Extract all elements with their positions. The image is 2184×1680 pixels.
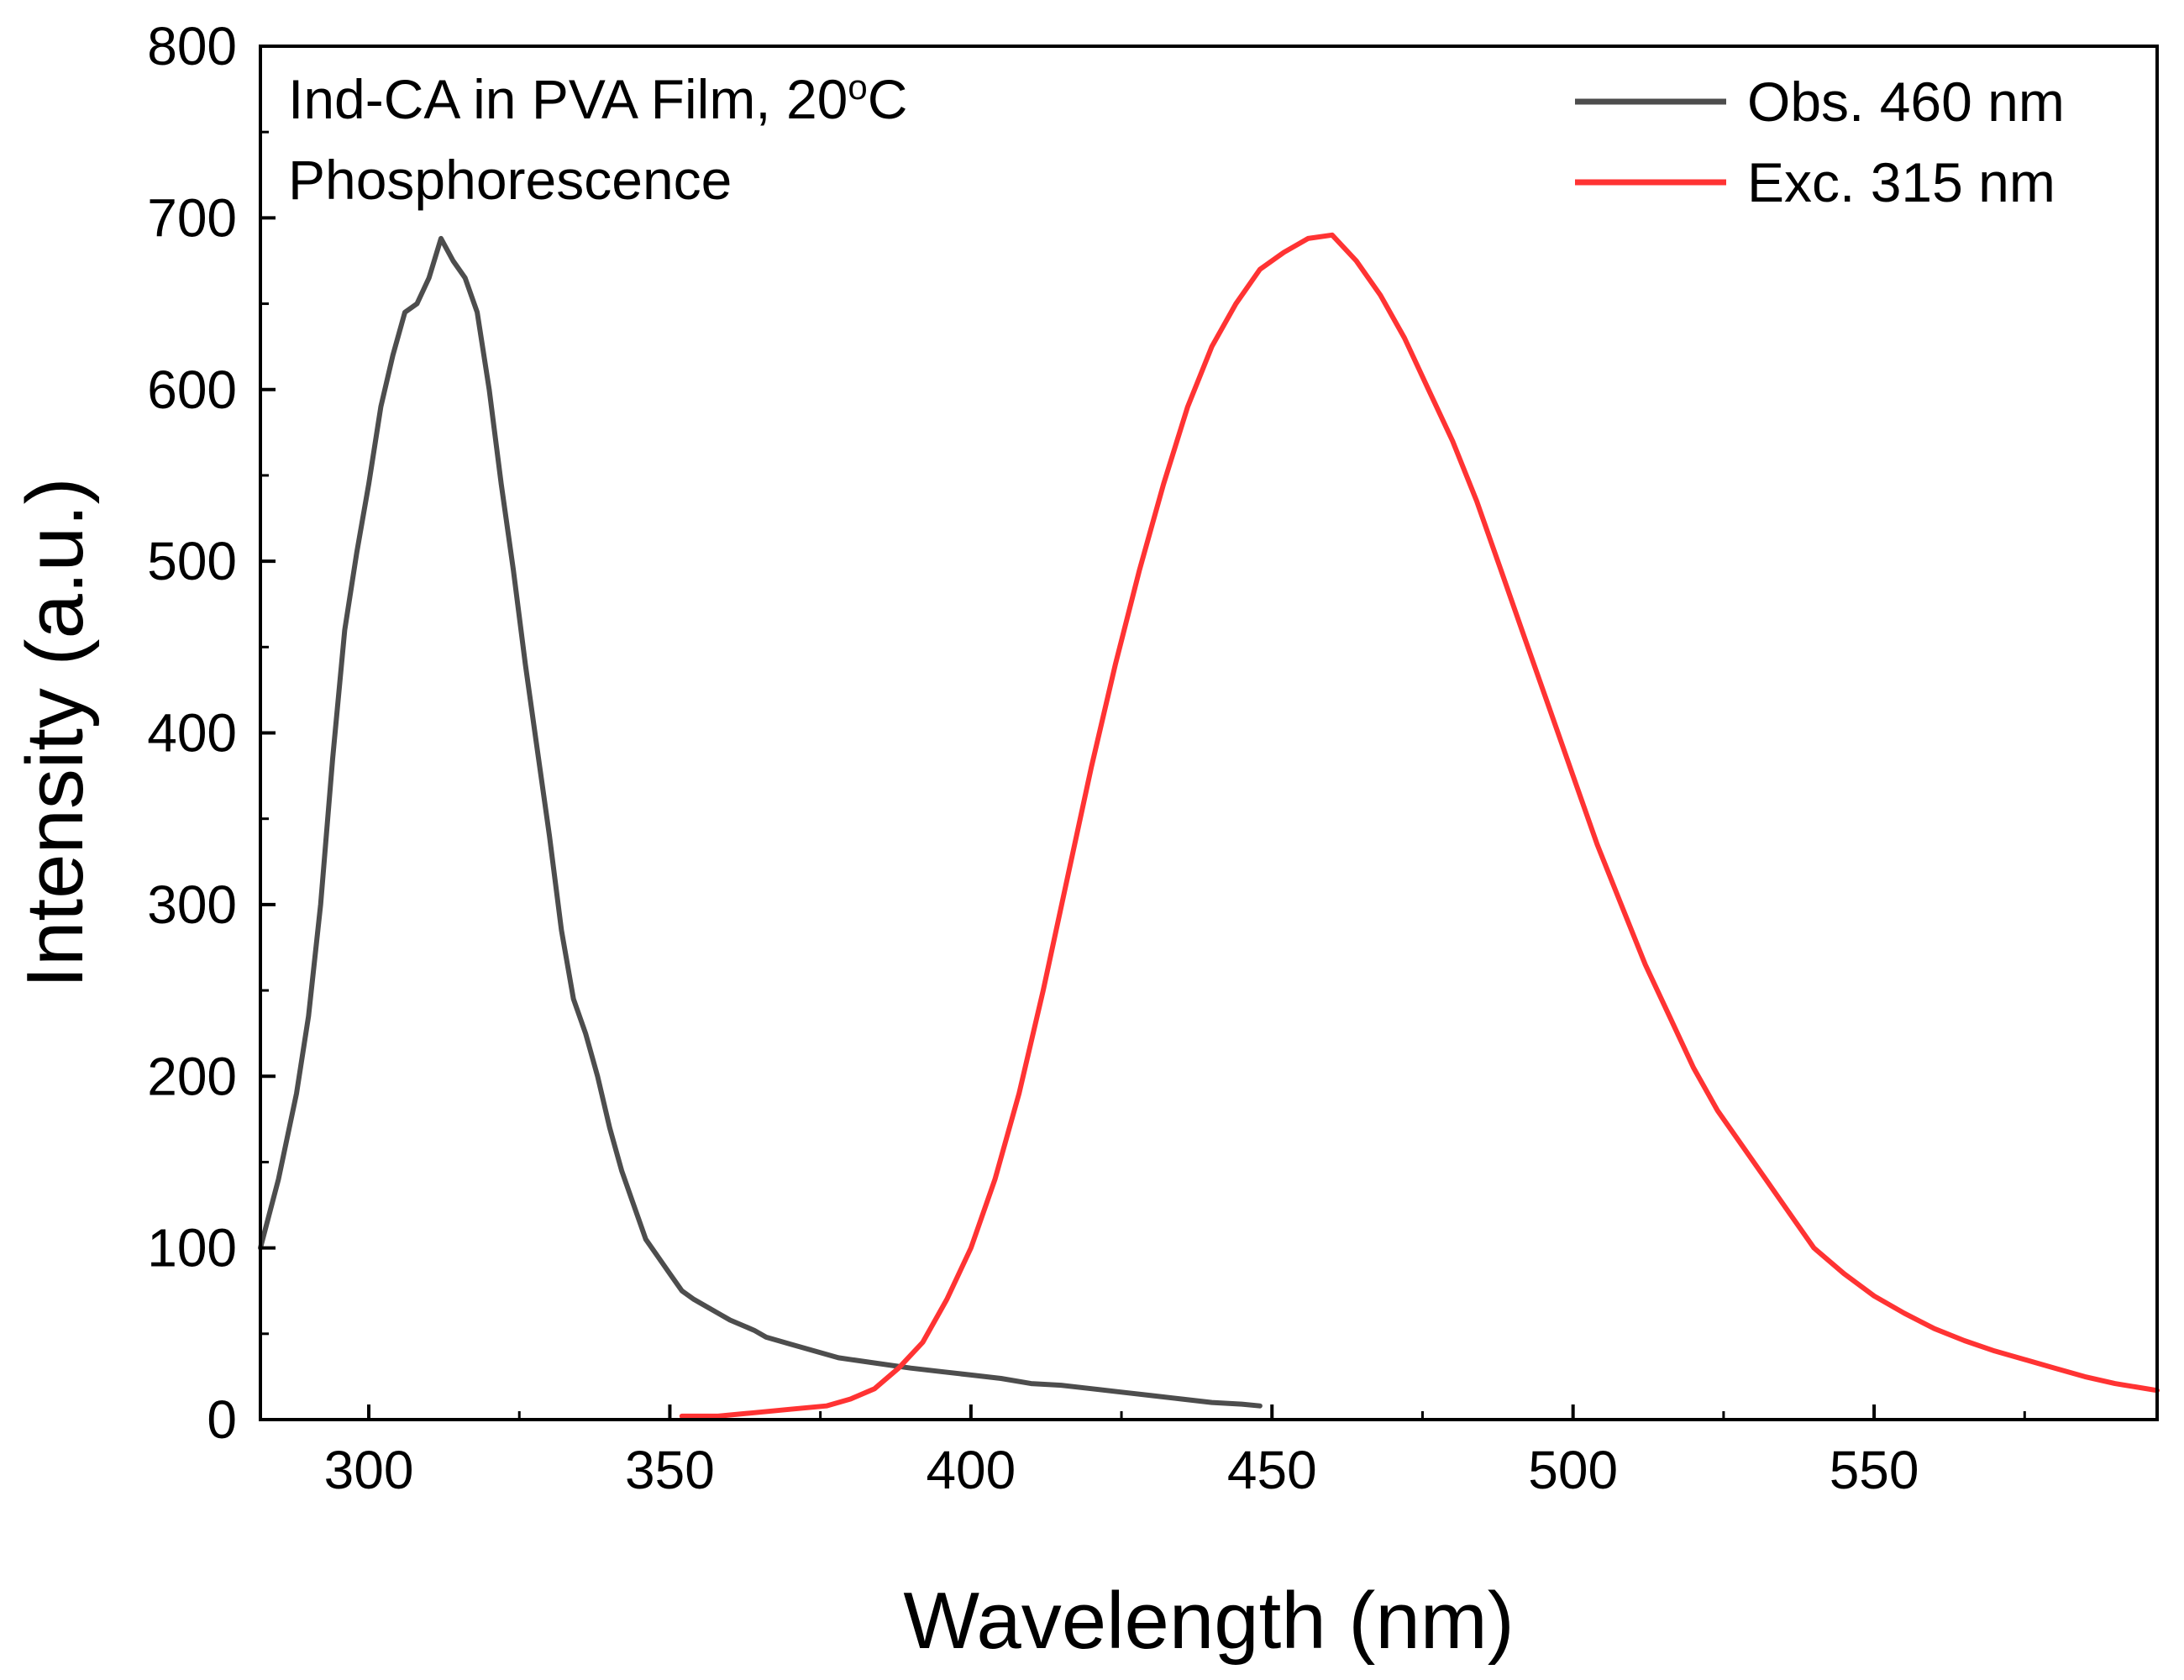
x-tick-label: 500 bbox=[1528, 1440, 1618, 1500]
y-tick-label: 0 bbox=[207, 1389, 237, 1450]
y-tick-label: 500 bbox=[147, 531, 237, 591]
annotation-unit-celsius: C bbox=[868, 68, 908, 130]
series-line-2 bbox=[679, 232, 2160, 1419]
y-tick-label: 200 bbox=[147, 1046, 237, 1106]
annotation-sample-prefix: Ind-CA in PVA Film, 20 bbox=[288, 68, 848, 130]
x-tick-label: 350 bbox=[625, 1440, 715, 1500]
y-tick-label: 300 bbox=[147, 874, 237, 935]
y-tick-label: 400 bbox=[147, 703, 237, 764]
x-tick-label: 450 bbox=[1227, 1440, 1317, 1500]
x-tick-label: 300 bbox=[324, 1440, 414, 1500]
x-tick-label: 550 bbox=[1830, 1440, 1919, 1500]
x-axis-ticks: 300 350 400 450 500 550 bbox=[324, 1404, 2026, 1500]
y-axis-title: Intensity (a.u.) bbox=[10, 477, 100, 988]
x-tick-label: 400 bbox=[926, 1440, 1016, 1500]
series-line-1 bbox=[258, 235, 1263, 1409]
annotation: Ind-CA in PVA Film, 20oC Phosphorescence bbox=[288, 67, 907, 212]
y-tick-label: 600 bbox=[147, 360, 237, 420]
plot-layer bbox=[258, 232, 2160, 1419]
y-tick-label: 700 bbox=[147, 187, 237, 248]
legend: Obs. 460 nm Exc. 315 nm bbox=[1575, 71, 2065, 213]
annotation-sample-label: Ind-CA in PVA Film, 20oC bbox=[288, 67, 907, 131]
x-axis-title: Wavelength (nm) bbox=[903, 1576, 1514, 1666]
plot-frame bbox=[259, 45, 2159, 1421]
annotation-degree-superscript: o bbox=[848, 67, 867, 107]
y-axis-ticks: 0 100 200 300 400 500 600 700 800 bbox=[147, 16, 276, 1450]
annotation-measurement-type: Phosphorescence bbox=[288, 149, 732, 211]
legend-label: Obs. 460 nm bbox=[1747, 71, 2065, 133]
legend-label: Exc. 315 nm bbox=[1747, 151, 2055, 213]
y-tick-label: 800 bbox=[147, 16, 237, 76]
y-tick-label: 100 bbox=[147, 1218, 237, 1278]
